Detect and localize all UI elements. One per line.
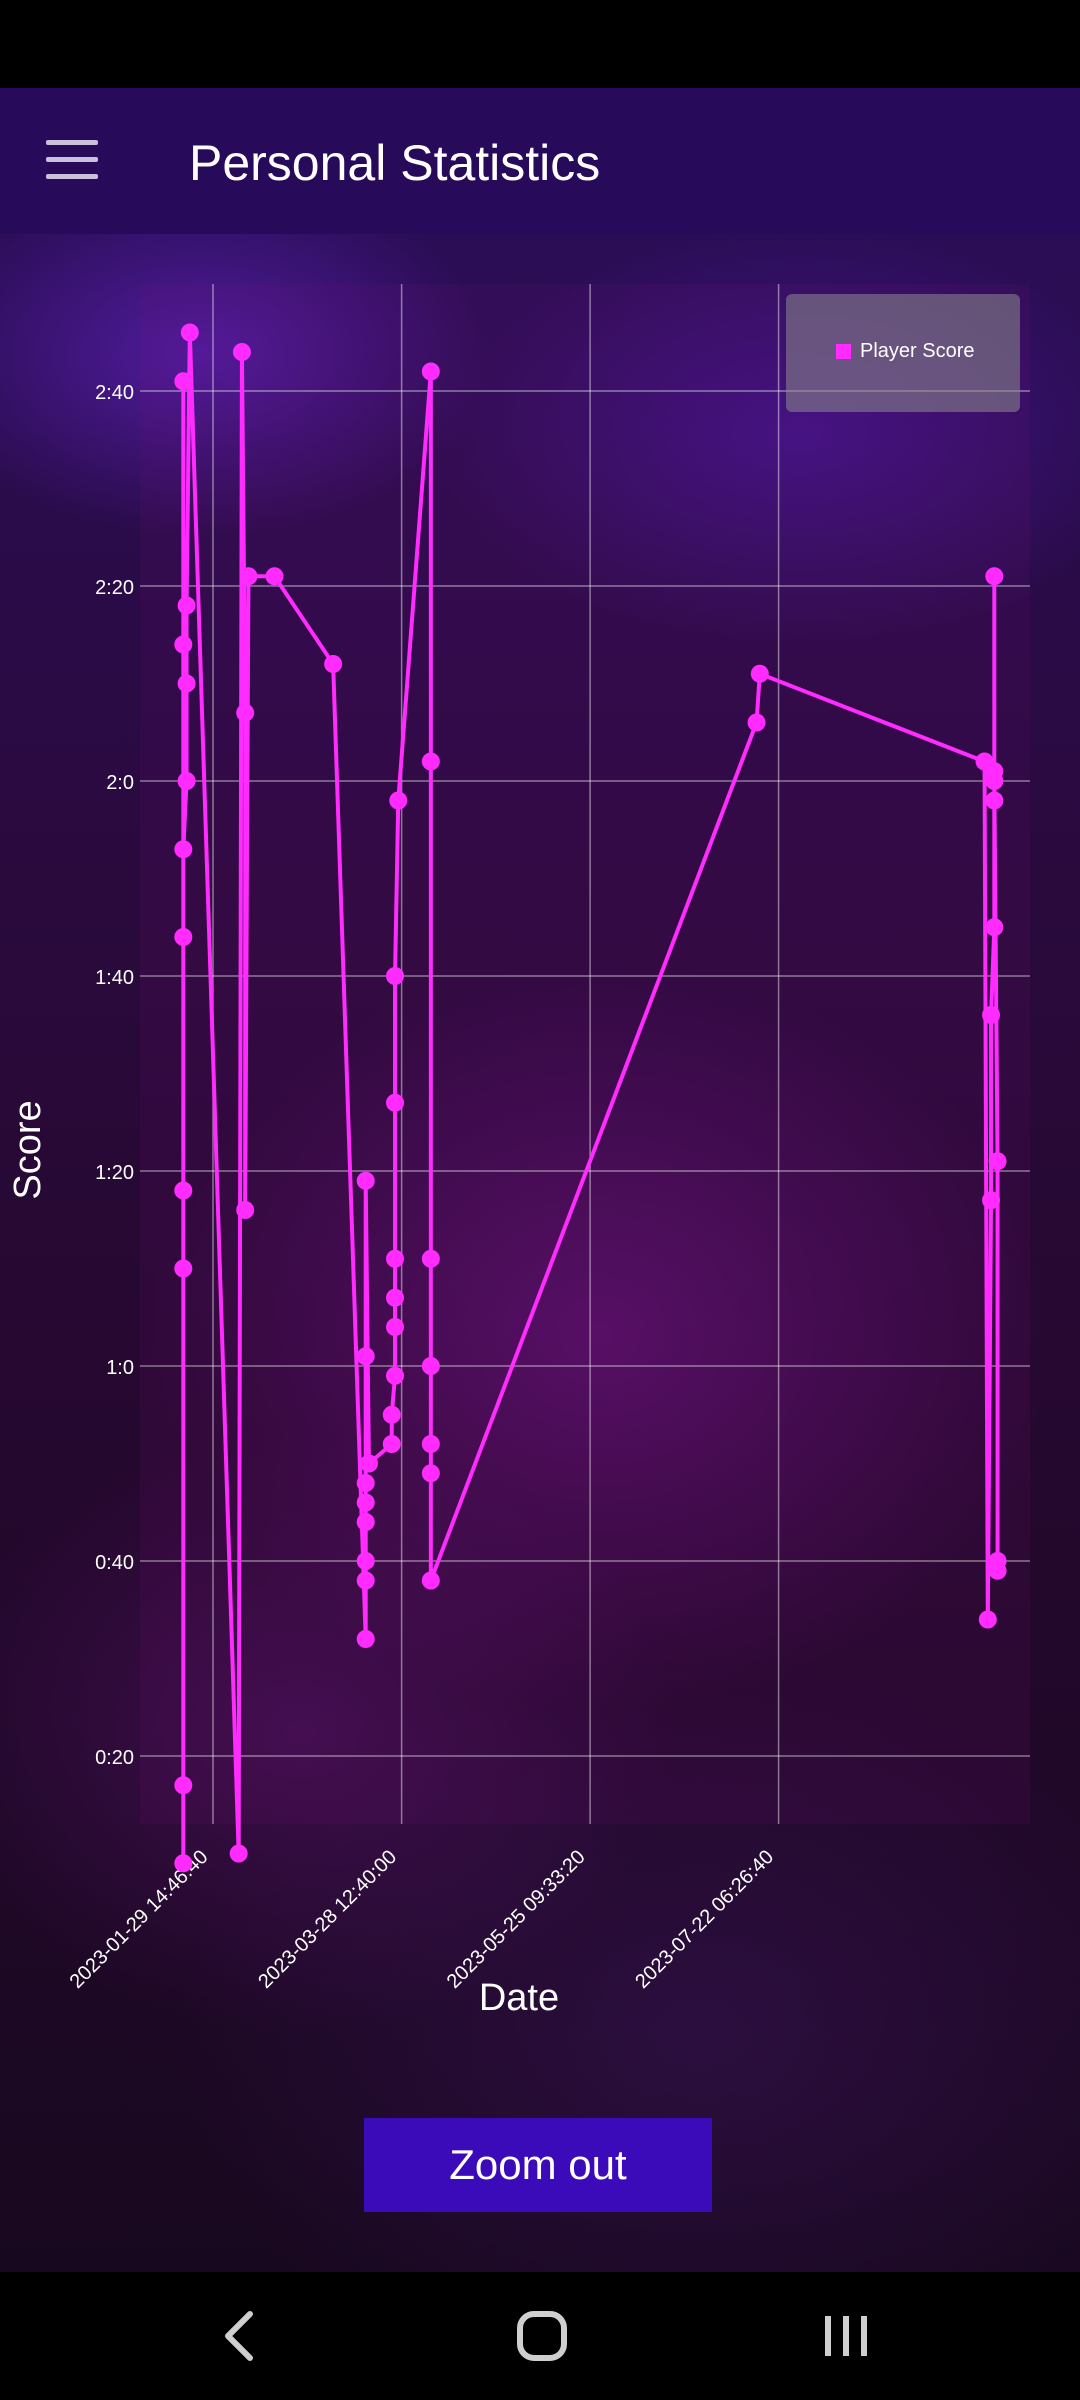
y-tick-label: 1:40 <box>95 967 134 989</box>
data-point <box>236 1201 255 1219</box>
legend-box <box>786 294 1020 412</box>
y-tick-label: 1:0 <box>106 1357 134 1379</box>
data-point <box>985 772 1004 790</box>
legend-entry: Player Score <box>860 340 975 362</box>
data-point <box>386 1093 405 1112</box>
data-point <box>265 567 284 586</box>
status-bar <box>0 0 1080 88</box>
app-bar: Personal Statistics <box>0 88 1080 234</box>
data-point <box>982 1191 1001 1210</box>
score-chart[interactable]: 0:200:401:01:201:402:02:202:402023-01-29… <box>0 234 1080 2094</box>
data-point <box>174 1259 193 1278</box>
x-axis-label: Date <box>479 1977 559 2019</box>
data-point <box>229 1844 248 1863</box>
y-tick-label: 2:0 <box>106 772 134 794</box>
data-point <box>324 655 343 673</box>
data-point <box>180 323 199 342</box>
data-point <box>356 1571 375 1590</box>
y-axis-label: Score <box>7 1100 49 1199</box>
data-point <box>359 1454 378 1473</box>
data-point <box>382 1405 401 1424</box>
data-point <box>988 1152 1007 1171</box>
data-point <box>386 1318 405 1336</box>
data-point <box>356 1347 375 1366</box>
data-point <box>988 1561 1007 1580</box>
legend-swatch <box>836 344 851 359</box>
data-point <box>750 664 769 683</box>
data-point <box>982 1006 1001 1024</box>
navigation-bar <box>0 2272 1080 2400</box>
data-point <box>985 791 1004 810</box>
data-point <box>421 1464 440 1483</box>
data-point <box>985 918 1004 937</box>
data-point <box>421 362 440 381</box>
y-tick-label: 1:20 <box>95 1162 134 1184</box>
recents-icon[interactable] <box>806 2296 886 2376</box>
data-point <box>174 1181 193 1200</box>
y-tick-label: 2:20 <box>95 577 134 599</box>
data-point <box>356 1493 375 1512</box>
data-point <box>174 1854 193 1873</box>
data-point <box>174 928 193 946</box>
data-point <box>177 596 196 615</box>
data-point <box>985 567 1004 586</box>
page-title: Personal Statistics <box>189 135 601 191</box>
data-point <box>421 1571 440 1590</box>
data-point <box>421 1249 440 1268</box>
back-chevron-icon[interactable] <box>200 2296 280 2376</box>
data-point <box>421 1357 440 1375</box>
statistics-content: 0:20 0:40 1:0 1:20 1:40 2:0 2:20 2:40 2023-01-29… <box>0 234 1080 2272</box>
data-point <box>174 840 193 859</box>
data-point <box>978 1610 997 1629</box>
data-point <box>382 1435 401 1453</box>
data-point <box>356 1171 375 1190</box>
x-tick-label: 2023-07-22 06:26:40 <box>631 1846 778 1993</box>
y-tick-label: 0:20 <box>95 1747 134 1769</box>
plot-area <box>140 284 1030 1824</box>
data-point <box>356 1513 375 1531</box>
data-point <box>356 1474 375 1492</box>
zoom-out-button[interactable]: Zoom out <box>364 2118 712 2212</box>
x-tick-label: 2023-05-25 09:33:20 <box>443 1846 590 1993</box>
data-point <box>177 674 196 693</box>
data-point <box>386 967 405 985</box>
data-point <box>421 752 440 771</box>
x-tick-label: 2023-03-28 12:40:00 <box>254 1846 401 1993</box>
data-point <box>174 372 193 391</box>
data-point <box>356 1552 375 1570</box>
data-point <box>747 713 766 732</box>
data-point <box>174 635 193 654</box>
data-point <box>232 343 251 361</box>
home-icon[interactable] <box>502 2296 582 2376</box>
y-tick-label: 2:40 <box>95 382 134 404</box>
data-point <box>236 703 255 722</box>
data-point <box>356 1630 375 1648</box>
y-tick-label: 0:40 <box>95 1552 134 1574</box>
data-point <box>174 1776 193 1795</box>
hamburger-menu-icon[interactable] <box>46 140 98 180</box>
data-point <box>421 1435 440 1453</box>
data-point <box>386 1366 405 1385</box>
data-point <box>386 1249 405 1268</box>
data-point <box>239 567 258 586</box>
data-point <box>386 1288 405 1307</box>
data-point <box>177 772 196 790</box>
data-point <box>389 791 408 810</box>
